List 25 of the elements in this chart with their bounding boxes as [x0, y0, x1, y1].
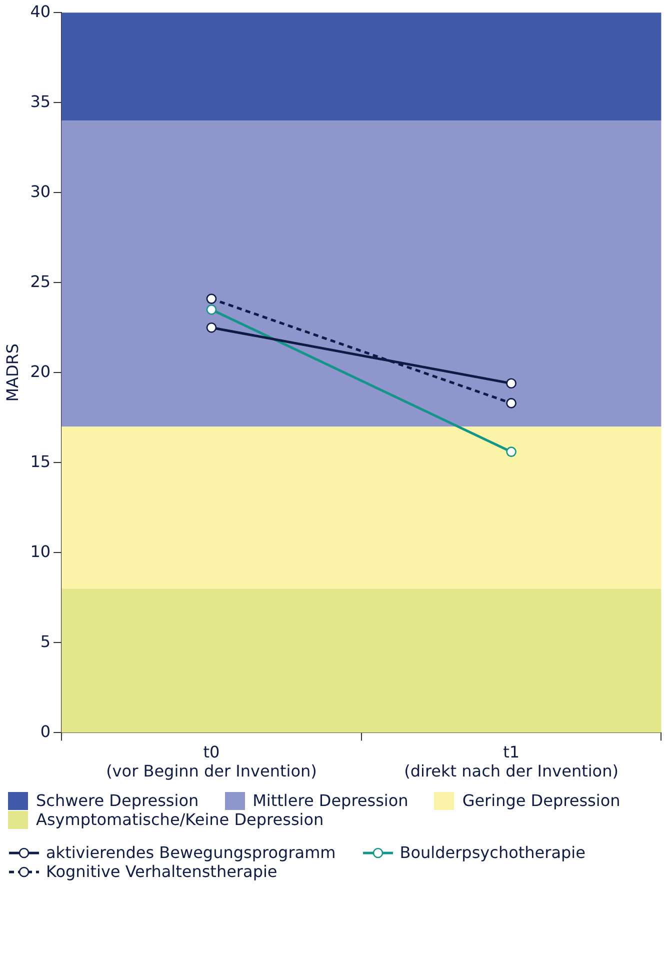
- x-tick-label: t0 (vor Beginn der Invention): [106, 742, 317, 781]
- point: [506, 398, 516, 408]
- point: [206, 322, 217, 333]
- y-tick-label: 10: [30, 542, 51, 561]
- y-tick-label: 0: [40, 722, 51, 741]
- y-tick-label: 20: [30, 362, 51, 381]
- point: [206, 294, 217, 304]
- legend-label: Kognitive Verhaltenstherapie: [45, 862, 278, 881]
- y-tick-label: 30: [30, 182, 51, 201]
- y-tick-label: 15: [30, 452, 51, 471]
- legend-label: Geringe Depression: [461, 791, 620, 810]
- y-tick-label: 25: [30, 272, 51, 291]
- legend-label: Mittlere Depression: [252, 791, 408, 810]
- x-tick-label: t1 (direkt nach der Invention): [404, 742, 618, 781]
- y-tick-label: 40: [30, 2, 51, 21]
- y-tick-label: 5: [40, 632, 51, 651]
- y-axis-title: MADRS: [2, 343, 22, 402]
- point: [206, 304, 217, 315]
- legend-label: Asymptomatische/Keine Depression: [35, 810, 324, 829]
- point: [506, 446, 516, 457]
- y-tick-label: 35: [30, 92, 51, 111]
- legend-label: Schwere Depression: [35, 791, 199, 810]
- point: [506, 378, 516, 389]
- legend-label: aktivierendes Bewegungsprogramm: [45, 843, 336, 862]
- legend-label: Boulderpsychotherapie: [398, 843, 586, 862]
